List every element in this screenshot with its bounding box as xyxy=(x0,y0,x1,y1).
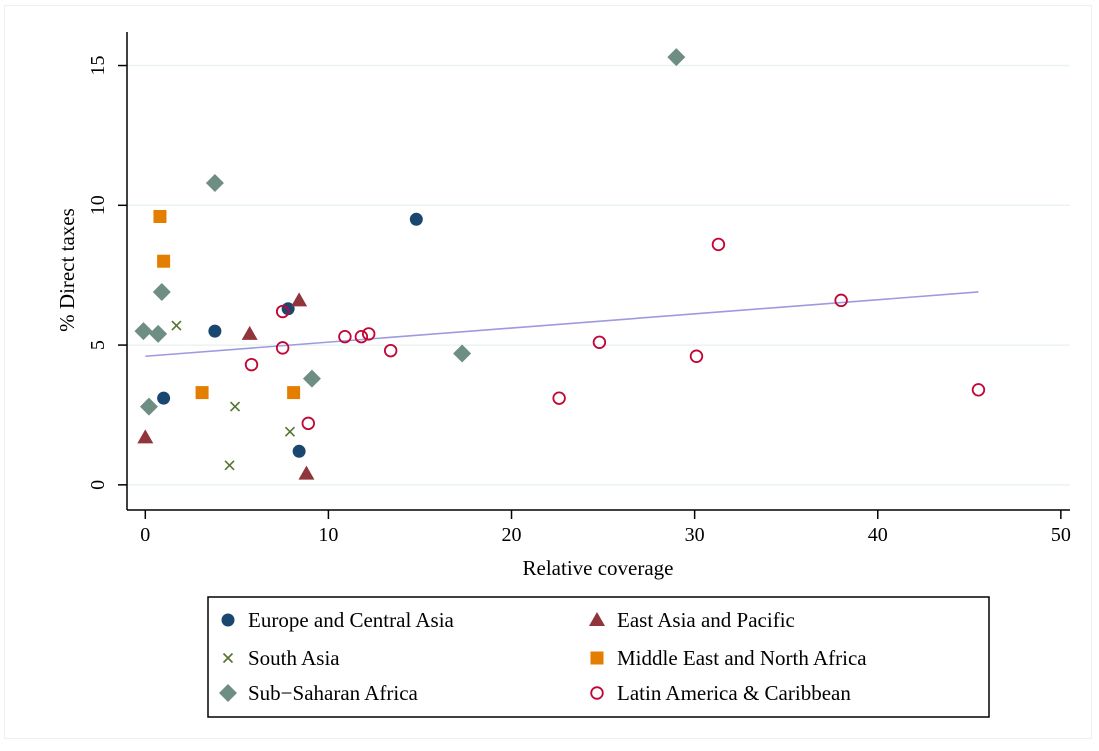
x-tick-label-5: 50 xyxy=(1051,524,1071,546)
y-axis-title: % Direct taxes xyxy=(55,208,79,332)
legend-label-sub-saharan-africa: Sub−Saharan Africa xyxy=(248,681,419,705)
x-tick-label-2: 20 xyxy=(502,524,522,546)
x-axis-ticks: 0 10 20 30 40 50 xyxy=(140,510,1071,546)
point-sub-saharan-africa-6 xyxy=(453,344,472,363)
legend-item-south-asia: South Asia xyxy=(222,646,340,670)
point-latin-america-caribbean-6 xyxy=(362,327,376,341)
plot-area xyxy=(127,32,1070,510)
x-tick-label-0: 0 xyxy=(140,524,150,546)
y-tick-label-1: 5 xyxy=(87,340,109,350)
x-tick-label-3: 30 xyxy=(685,524,705,546)
legend-item-east-asia-and-pacific: East Asia and Pacific xyxy=(589,608,795,632)
y-tick-label-0: 0 xyxy=(87,480,109,490)
legend-label-europe-and-central-asia: Europe and Central Asia xyxy=(248,608,455,632)
point-latin-america-caribbean-5 xyxy=(354,329,369,344)
point-latin-america-caribbean-8 xyxy=(552,391,566,405)
x-axis-title: Relative coverage xyxy=(523,556,674,580)
series-east-asia-and-pacific xyxy=(137,292,315,480)
point-east-asia-and-pacific-1 xyxy=(241,325,258,340)
point-latin-america-caribbean-1 xyxy=(275,304,290,319)
legend-label-latin-america-caribbean: Latin America & Caribbean xyxy=(617,681,851,705)
legend-label-east-asia-and-pacific: East Asia and Pacific xyxy=(617,608,795,632)
legend: Europe and Central Asia East Asia and Pac… xyxy=(207,596,990,718)
legend-label-south-asia: South Asia xyxy=(248,646,340,670)
point-east-asia-and-pacific-2 xyxy=(291,292,308,307)
fitted-trend-line xyxy=(145,291,979,358)
point-latin-america-caribbean-13 xyxy=(971,383,986,397)
point-middle-east-and-north-africa-3 xyxy=(287,386,301,400)
point-latin-america-caribbean-4 xyxy=(338,329,352,344)
x-tick-label-1: 10 xyxy=(318,524,338,546)
legend-item-sub-saharan-africa: Sub−Saharan Africa xyxy=(219,681,419,705)
series-middle-east-and-north-africa xyxy=(153,209,301,400)
series-latin-america-caribbean xyxy=(244,237,986,431)
point-south-asia-0 xyxy=(171,320,182,331)
point-europe-and-central-asia-0 xyxy=(157,391,171,405)
point-latin-america-caribbean-7 xyxy=(383,343,398,358)
legend-marker-europe-and-central-asia xyxy=(221,613,235,627)
series-south-asia xyxy=(171,320,296,471)
legend-marker-middle-east-and-north-africa xyxy=(590,651,604,665)
legend-item-latin-america-caribbean: Latin America & Caribbean xyxy=(590,681,851,705)
legend-marker-sub-saharan-africa xyxy=(219,684,237,702)
point-europe-and-central-asia-3 xyxy=(292,444,306,458)
point-south-asia-2 xyxy=(229,401,241,412)
y-axis-ticks: 0 5 10 15 xyxy=(87,56,127,490)
point-latin-america-caribbean-9 xyxy=(592,335,607,349)
point-latin-america-caribbean-11 xyxy=(711,237,726,252)
point-sub-saharan-africa-1 xyxy=(139,397,158,416)
legend-marker-south-asia xyxy=(222,652,234,664)
legend-item-middle-east-and-north-africa: Middle East and North Africa xyxy=(590,646,867,670)
point-sub-saharan-africa-0 xyxy=(134,322,153,341)
point-latin-america-caribbean-3 xyxy=(301,416,315,431)
point-latin-america-caribbean-0 xyxy=(244,357,259,372)
point-europe-and-central-asia-4 xyxy=(409,212,423,226)
point-europe-and-central-asia-1 xyxy=(208,324,222,338)
point-latin-america-caribbean-2 xyxy=(275,341,290,355)
legend-label-middle-east-and-north-africa: Middle East and North Africa xyxy=(617,646,867,670)
point-east-asia-and-pacific-3 xyxy=(298,465,315,480)
point-sub-saharan-africa-2 xyxy=(149,324,168,343)
series-sub-saharan-africa xyxy=(134,48,686,416)
x-tick-label-4: 40 xyxy=(868,524,888,546)
point-sub-saharan-africa-4 xyxy=(205,173,224,192)
point-sub-saharan-africa-7 xyxy=(667,48,686,67)
point-east-asia-and-pacific-0 xyxy=(137,429,154,444)
legend-marker-east-asia-and-pacific xyxy=(589,612,605,626)
point-middle-east-and-north-africa-1 xyxy=(157,254,171,268)
point-latin-america-caribbean-12 xyxy=(834,293,848,308)
point-south-asia-1 xyxy=(224,460,235,471)
y-tick-label-3: 15 xyxy=(87,56,109,76)
point-sub-saharan-africa-5 xyxy=(302,369,321,388)
point-south-asia-3 xyxy=(284,426,296,437)
data-points xyxy=(134,48,986,480)
legend-item-europe-and-central-asia: Europe and Central Asia xyxy=(221,608,455,632)
y-tick-label-2: 10 xyxy=(87,195,109,215)
point-middle-east-and-north-africa-0 xyxy=(153,209,167,223)
point-sub-saharan-africa-3 xyxy=(152,282,171,301)
legend-marker-latin-america-caribbean xyxy=(590,686,604,700)
point-latin-america-caribbean-10 xyxy=(689,349,704,363)
point-middle-east-and-north-africa-2 xyxy=(195,386,209,400)
